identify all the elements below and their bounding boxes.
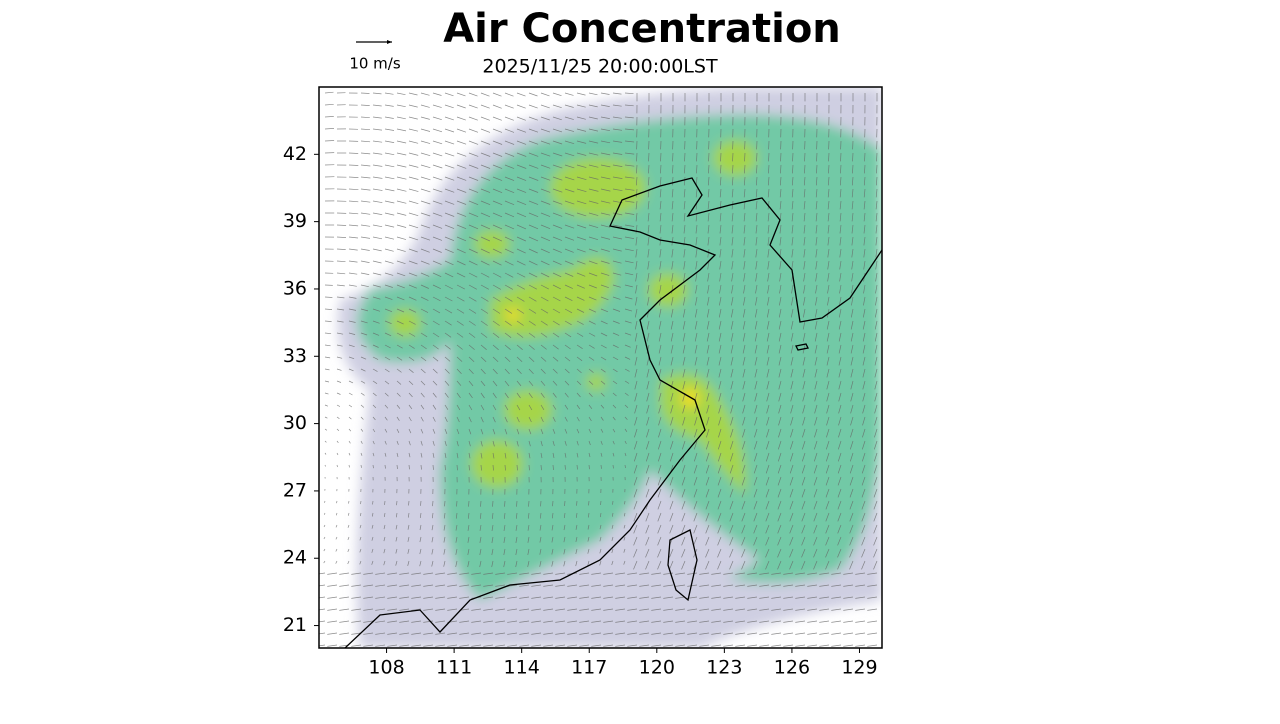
x-tick-label: 117 — [571, 657, 607, 679]
y-tick-label: 33 — [283, 345, 307, 367]
wind-legend-label: 10 m/s — [349, 55, 401, 73]
subtitle: 2025/11/25 20:00:00LST — [482, 56, 718, 78]
axes: 108 111 114 117 120 123 126 129 21 24 27 30 33 36 39 42 — [283, 143, 878, 679]
x-tick-label: 123 — [706, 657, 742, 679]
x-tick-label: 120 — [639, 657, 675, 679]
wind-vectors — [319, 91, 878, 647]
title: Air Concentration — [443, 6, 841, 52]
y-tick-label: 42 — [283, 143, 307, 165]
x-tick-label: 114 — [504, 657, 540, 679]
y-tick-label: 39 — [283, 210, 307, 232]
x-tick-label: 126 — [774, 657, 810, 679]
map-area — [319, 87, 882, 648]
map-frame — [318, 86, 883, 649]
y-tick-label: 30 — [283, 412, 307, 434]
wind-field — [319, 91, 878, 647]
y-tick-label: 27 — [283, 479, 307, 501]
x-tick-label: 129 — [841, 657, 877, 679]
coastline — [344, 177, 882, 648]
wind-legend-arrowhead — [387, 40, 392, 44]
x-tick-label: 108 — [368, 657, 404, 679]
x-tick-label: 111 — [436, 657, 472, 679]
y-tick-label: 36 — [283, 277, 307, 299]
y-tick-label: 21 — [283, 614, 307, 636]
y-tick-label: 24 — [283, 547, 307, 569]
